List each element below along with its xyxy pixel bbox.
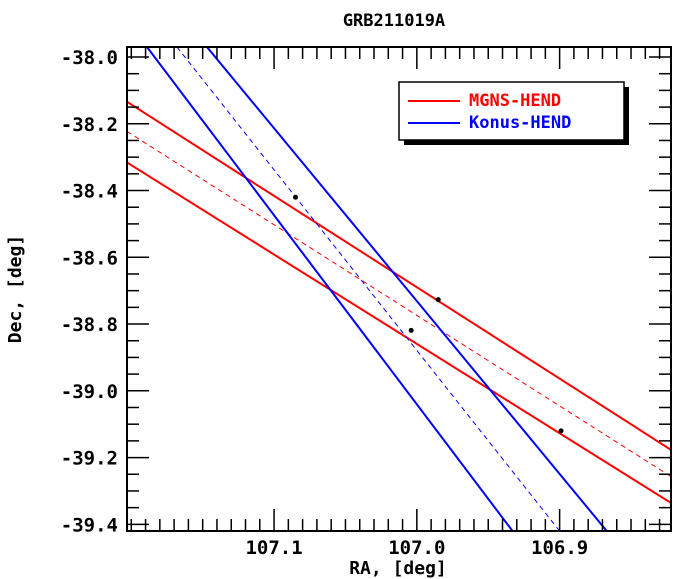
intersection-point-3 xyxy=(558,428,564,434)
chart-title: GRB211019A xyxy=(343,11,445,31)
intersection-point-2 xyxy=(408,327,414,333)
series-line-mgns-hend-solid-1 xyxy=(127,161,671,504)
series-group xyxy=(127,47,671,531)
plot-content xyxy=(127,47,671,531)
legend-label-mgns: MGNS-HEND xyxy=(469,91,561,111)
x-tick-label: 107.0 xyxy=(388,537,445,559)
y-axis-label: Dec, [deg] xyxy=(5,235,26,343)
x-tick-label: 106.9 xyxy=(531,537,588,559)
y-tick-label: -38.4 xyxy=(61,181,118,203)
axis-ticks xyxy=(127,47,671,531)
y-tick-label: -39.2 xyxy=(61,448,118,470)
plot-frame xyxy=(126,46,672,532)
legend-label-konus: Konus-HEND xyxy=(469,113,571,133)
y-tick-label: -38.8 xyxy=(61,314,118,336)
series-line-mgns-hend-solid-0 xyxy=(127,100,671,451)
intersection-point-0 xyxy=(292,194,298,200)
series-line-konus-hend-solid-4 xyxy=(206,47,608,531)
axis-tick-labels: 107.1 107.0 106.9 -38.0 -38.2 -38.4 -38.6 -38.8… xyxy=(61,47,588,559)
y-tick-label: -38.6 xyxy=(61,247,118,269)
y-tick-label: -38.2 xyxy=(61,114,118,136)
series-line-konus-hend-solid-3 xyxy=(146,47,514,531)
y-tick-label: -39.4 xyxy=(61,514,118,536)
legend-box xyxy=(398,81,625,141)
legend: MGNS-HEND Konus-HEND xyxy=(398,81,629,145)
series-line-mgns-hend-dashed-2 xyxy=(127,131,671,478)
y-tick-label: -38.0 xyxy=(61,47,118,69)
y-tick-label: -39.0 xyxy=(61,381,118,403)
series-line-konus-hend-dashed-5 xyxy=(176,47,561,531)
x-tick-label: 107.1 xyxy=(245,537,302,559)
intersection-point-1 xyxy=(435,297,441,303)
x-axis-label: RA, [deg] xyxy=(349,558,447,579)
